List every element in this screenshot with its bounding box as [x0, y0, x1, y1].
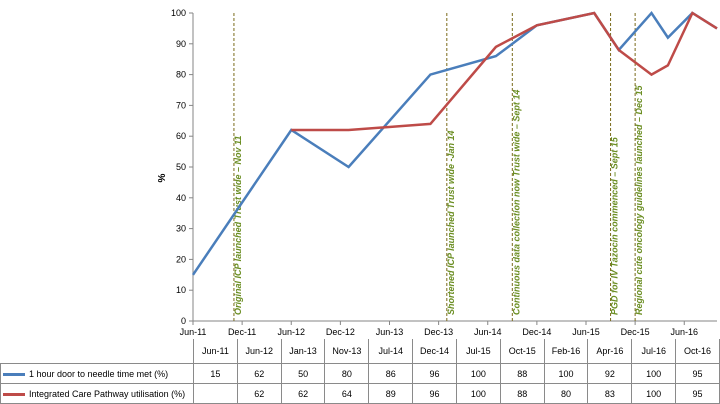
y-tick-label: 70: [176, 100, 186, 110]
table-column-header: Jul-15: [455, 339, 501, 364]
table-cell: 100: [543, 363, 589, 384]
table-cell: 86: [368, 363, 414, 384]
y-tick-label: 60: [176, 131, 186, 141]
legend-swatch: [3, 392, 25, 396]
legend-swatch: [3, 372, 25, 376]
table-cell: 95: [675, 363, 720, 384]
x-tick-label: Jun-16: [670, 327, 698, 337]
table-cell: 100: [631, 363, 677, 384]
x-axis: Jun-11 Dec-11 Jun-12 Dec-12 Jun-13 Dec-13 Jun-…: [180, 320, 717, 337]
table-cell: 62: [236, 363, 282, 384]
table-header-row: Jun-11 Jun-12 Jan-13 Nov-13 Jul-14 Dec-14 Jul-…: [0, 339, 720, 364]
event-marker-label: PGD for IV Tazocin commenced – Sept 15: [610, 136, 620, 315]
x-tick-label: Jun-13: [376, 327, 404, 337]
y-tick-label: 40: [176, 193, 186, 203]
y-tick-label: 0: [181, 316, 186, 326]
table-column-header: Jun-12: [236, 339, 282, 364]
x-tick-label: Dec-14: [522, 327, 551, 337]
event-marker-label: Shortened ICP launched Trust wide -Jan 1…: [446, 130, 456, 315]
y-axis: 0 10 20 30 40 50 60 70 80 90 100: [171, 8, 194, 326]
x-tick-label: Jun-11: [180, 327, 207, 337]
event-marker-label: Original ICP launched Trust wide – Nov 1…: [233, 136, 243, 315]
y-tick-label: 80: [176, 70, 186, 80]
y-axis-label: %: [157, 173, 168, 182]
data-table-grid: Jun-11 Jun-12 Jan-13 Nov-13 Jul-14 Dec-14 Jul-…: [0, 339, 720, 404]
table-column-header: Apr-16: [587, 339, 633, 364]
table-column-header: Jan-13: [280, 339, 326, 364]
y-tick-label: 30: [176, 224, 186, 234]
data-table: Jun-11 Jun-12 Jan-13 Nov-13 Jul-14 Dec-14 Jul-…: [0, 339, 720, 404]
x-tick-label: Dec-11: [228, 327, 256, 337]
table-cell: 15: [193, 363, 238, 384]
table-cell: 80: [324, 363, 370, 384]
table-column-header: Dec-14: [412, 339, 457, 364]
table-row-label: 1 hour door to needle time met (%): [0, 363, 194, 384]
event-marker-label: Regional cute oncology guidelines launch…: [634, 84, 644, 315]
event-marker-label: Continuous data collection now Trust wid…: [511, 90, 521, 315]
table-column-header: Jul-16: [631, 339, 677, 364]
series-lines: [191, 10, 718, 276]
x-tick-label: Dec-12: [326, 327, 355, 337]
y-tick-label: 10: [176, 285, 186, 295]
table-column-header: Oct-15: [499, 339, 545, 364]
y-tick-label: 100: [171, 8, 186, 18]
y-tick-label: 50: [176, 162, 186, 172]
y-tick-label: 90: [176, 39, 186, 49]
x-tick-label: Dec-13: [424, 327, 453, 337]
x-tick-label: Jun-14: [474, 327, 502, 337]
table-column-header: Feb-16: [543, 339, 589, 364]
table-cell: 92: [587, 363, 633, 384]
table-column-header: Nov-13: [324, 339, 370, 364]
table-cell: 100: [455, 363, 501, 384]
table-column-header: Oct-16: [675, 339, 720, 364]
x-tick-label: Dec-15: [621, 327, 650, 337]
table-column-header: Jun-11: [193, 339, 238, 364]
table-column-header: Jul-14: [368, 339, 414, 364]
annotations: Original ICP launched Trust wide – Nov 1…: [233, 13, 644, 321]
x-tick-label: Jun-15: [572, 327, 600, 337]
table-cell: 50: [280, 363, 326, 384]
x-tick-label: Jun-12: [277, 327, 305, 337]
table-cell: 96: [412, 363, 457, 384]
table-cell: 88: [499, 363, 545, 384]
series-line: [291, 11, 718, 132]
y-tick-label: 20: [176, 254, 186, 264]
table-row: 1 hour door to needle time met (%) 15 62 50…: [0, 363, 720, 384]
legend-label: Integrated Care Pathway utilisation (%): [29, 388, 186, 399]
legend-label: 1 hour door to needle time met (%): [29, 368, 169, 379]
table-corner: [0, 339, 194, 364]
